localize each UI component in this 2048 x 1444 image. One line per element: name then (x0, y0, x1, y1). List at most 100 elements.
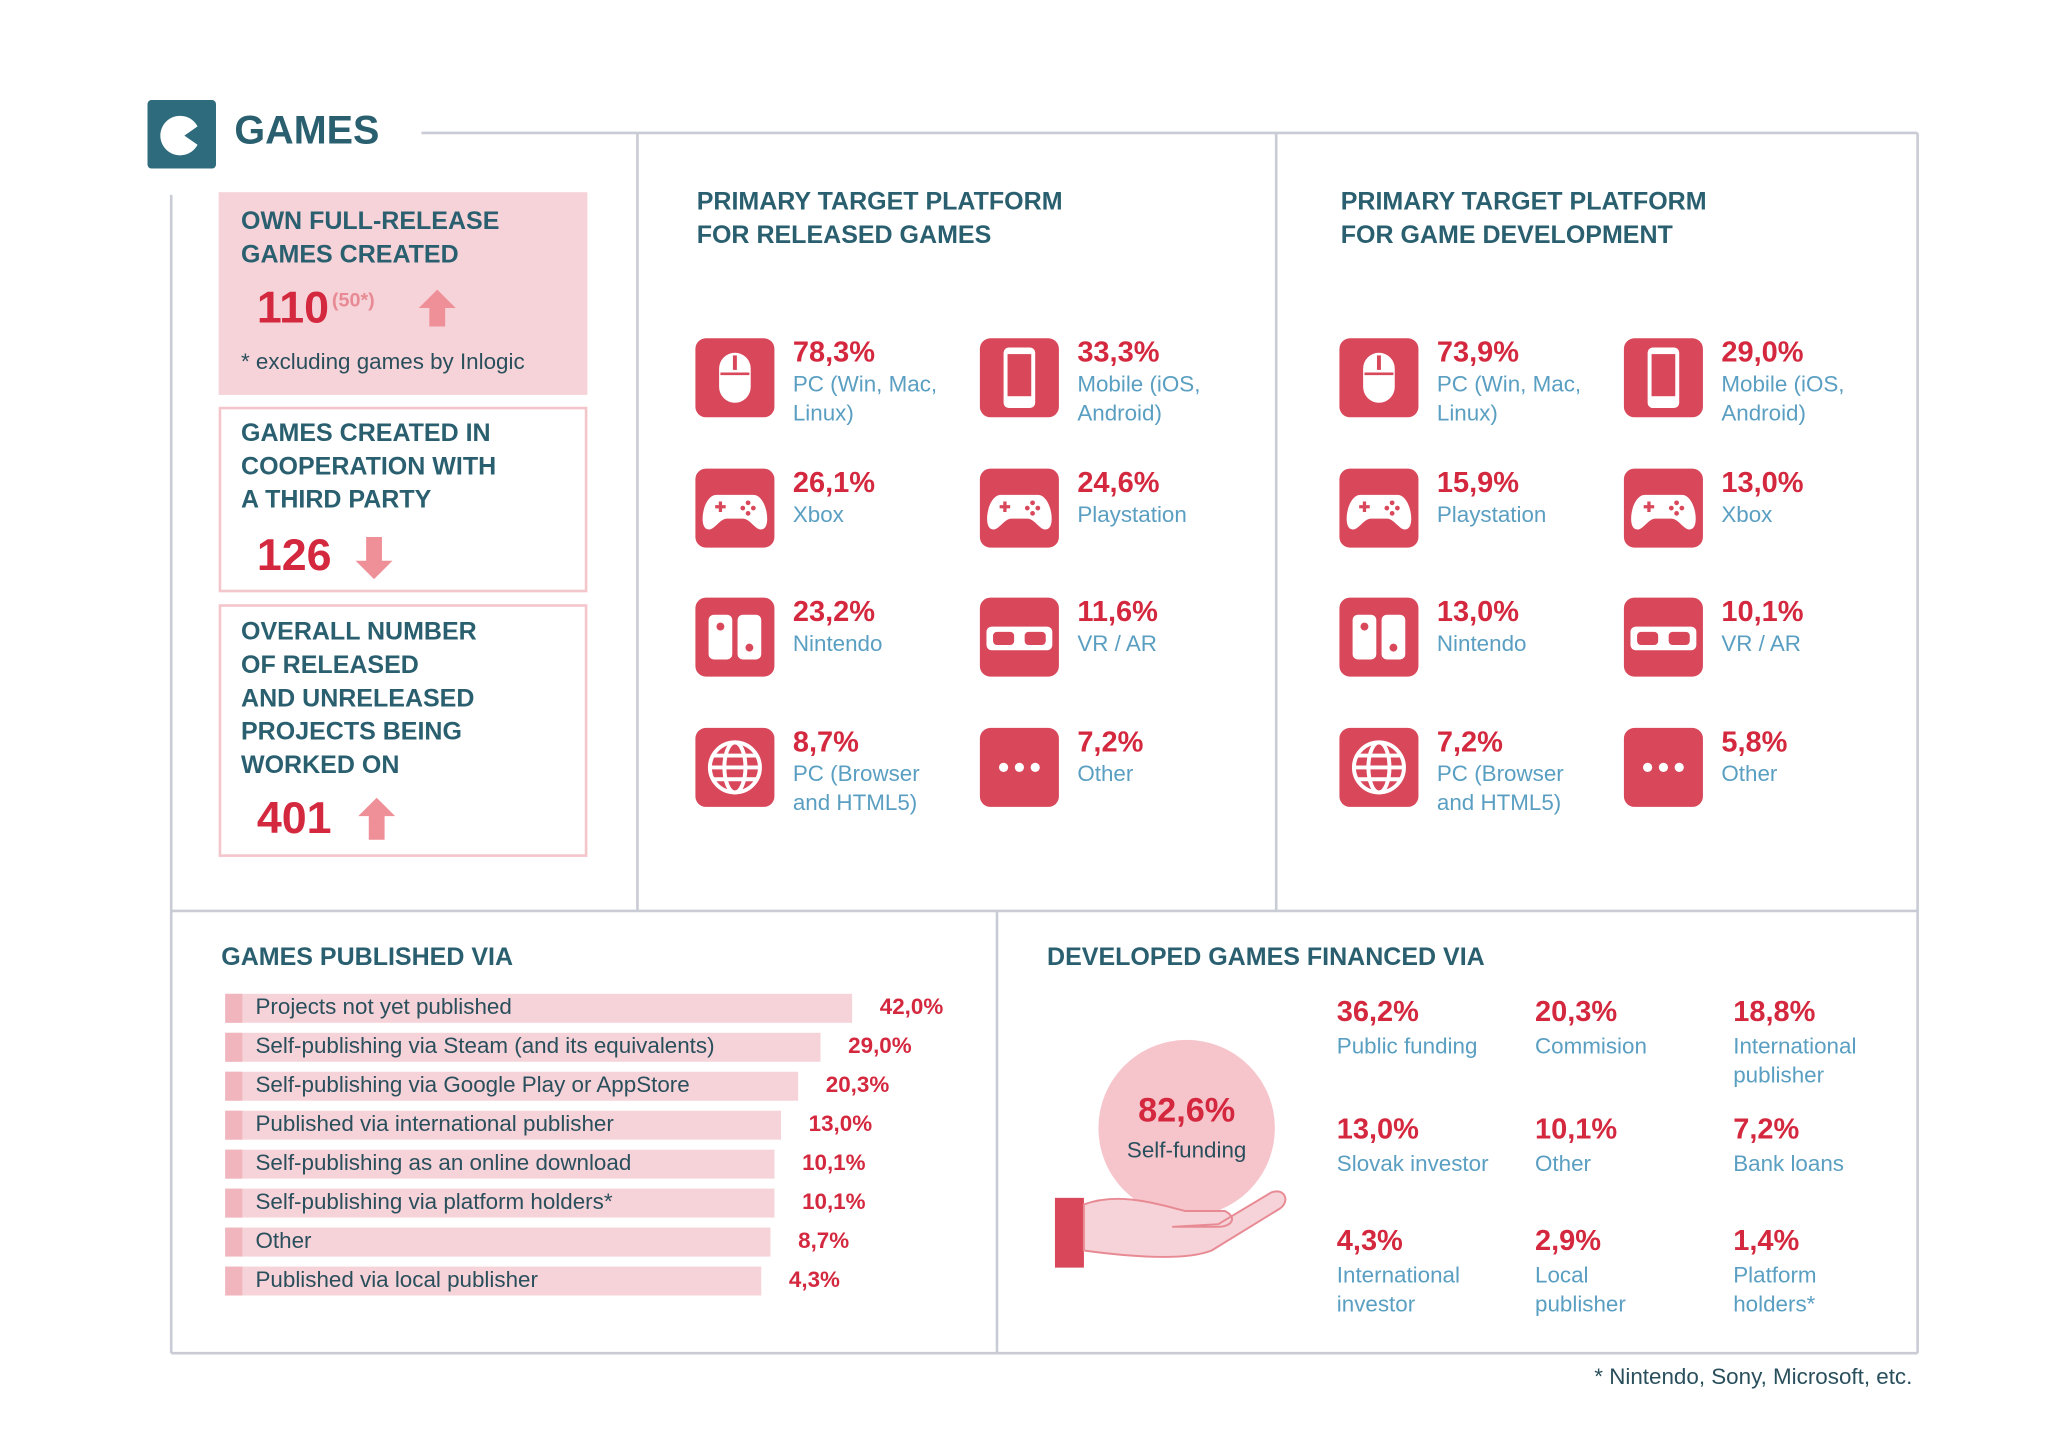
icon-part (1014, 762, 1024, 773)
publish-value: 29,0% (848, 1033, 912, 1058)
icon-part (993, 631, 1015, 645)
stat-box (218, 192, 588, 395)
icon-part (1024, 631, 1046, 645)
label-band (225, 1110, 782, 1140)
platform-label: PC (Browser (1437, 761, 1564, 786)
platform-label: Other (1721, 761, 1778, 786)
stat-box (218, 604, 588, 857)
platform-value: 11,6% (1077, 596, 1158, 628)
icon-part (702, 494, 768, 530)
platform-value: 73,9% (1437, 337, 1519, 369)
platform-label: Mobile (iOS, (1721, 372, 1844, 397)
icon-part (1363, 352, 1395, 403)
platform-value: 33,3% (1077, 337, 1159, 369)
platform-label: VR / AR (1077, 631, 1157, 656)
finance-value: 36,2% (1337, 996, 1419, 1028)
platform-label: VR / AR (1721, 631, 1801, 656)
icon-part (740, 505, 746, 511)
finance-label: investor (1337, 1292, 1416, 1317)
footnote: * Nintendo, Sony, Microsoft, etc. (1594, 1364, 1912, 1389)
platform-value: 13,0% (1721, 467, 1803, 499)
icon-part (1395, 505, 1400, 511)
section-title: DEVELOPED GAMES FINANCED VIA (1047, 943, 1485, 971)
platform-icon (1339, 727, 1419, 807)
label-band-tab (225, 1149, 243, 1179)
platform-label: Xbox (1721, 502, 1772, 527)
label-band (225, 1266, 762, 1296)
stat-note: * excluding games by Inlogic (241, 349, 525, 374)
icon-part (1030, 510, 1035, 516)
platform-label: Android) (1721, 401, 1806, 426)
publish-label: Other (256, 1228, 313, 1253)
label-band (225, 1032, 821, 1062)
platform-label: Playstation (1437, 502, 1546, 527)
frame (169, 131, 1919, 1355)
platform-label: Linux) (1437, 401, 1498, 426)
finance-label: Other (1535, 1151, 1592, 1176)
finance-label: Commision (1535, 1034, 1647, 1059)
stat-title: WORKED ON (241, 751, 399, 779)
publish-label: Published via local publisher (256, 1267, 539, 1292)
stat-title: OVERALL NUMBER (241, 618, 477, 646)
icon-part (1035, 505, 1041, 511)
platform-icon (1623, 338, 1703, 418)
finance-label: holders* (1733, 1292, 1815, 1317)
icon-part (998, 762, 1009, 773)
arrow-up (358, 797, 396, 840)
icon-part (1346, 494, 1412, 530)
label-band-tab (225, 1266, 243, 1296)
main-label: Self-funding (1127, 1138, 1246, 1163)
self-funding-circle (1098, 1039, 1275, 1217)
platform-value: 15,9% (1437, 467, 1519, 499)
stat-title: GAMES CREATED IN (241, 419, 491, 447)
label-band-tab (225, 1227, 243, 1257)
stat-value: 126 (257, 530, 332, 580)
platform-value: 26,1% (793, 467, 875, 499)
platform-label: PC (Browser (793, 761, 920, 786)
stat-title: OWN FULL-RELEASE (241, 207, 499, 235)
finance-label: publisher (1535, 1292, 1626, 1317)
finance-label: Local (1535, 1263, 1589, 1288)
icon-part (1007, 354, 1032, 397)
platform-label: Nintendo (1437, 631, 1527, 656)
icon-part (709, 753, 760, 782)
label-band-tab (225, 993, 243, 1023)
finance-label: Bank loans (1733, 1151, 1844, 1176)
icon-part (716, 622, 725, 631)
icon-part (1643, 762, 1653, 773)
finance-value: 4,3% (1337, 1225, 1403, 1257)
icon-part (1668, 631, 1690, 645)
icon-part (745, 510, 751, 516)
icon-part (1631, 494, 1696, 530)
stat-title: A THIRD PARTY (241, 486, 432, 514)
label-band-tab (225, 1188, 243, 1218)
stat-box (218, 406, 588, 593)
platform-icon (1339, 597, 1419, 677)
main-value: 82,6% (1138, 1091, 1235, 1129)
finance-label: Platform (1733, 1263, 1816, 1288)
arrow-up (418, 289, 456, 327)
platform-icon (695, 597, 775, 677)
label-band (225, 1188, 775, 1218)
publish-value: 8,7% (798, 1228, 849, 1253)
icon-part (1643, 501, 1655, 513)
finance-value: 10,1% (1535, 1113, 1617, 1145)
platform-label: Playstation (1077, 502, 1186, 527)
platform-icon (979, 338, 1059, 418)
hand (1082, 1190, 1287, 1258)
publish-value: 4,3% (789, 1267, 840, 1292)
hand-cuff (1054, 1197, 1084, 1268)
icon-part (987, 494, 1052, 530)
icon-part (1352, 614, 1377, 660)
logo-mark (160, 115, 198, 156)
icon-part (1389, 500, 1395, 506)
platform-label: Mobile (iOS, (1077, 372, 1200, 397)
icon-part (1674, 762, 1684, 773)
finance-label: Slovak investor (1337, 1151, 1489, 1176)
platform-label: Xbox (793, 502, 844, 527)
publish-value: 42,0% (880, 994, 944, 1019)
platform-icon (1339, 338, 1419, 418)
label-band (225, 993, 853, 1023)
icon-part (1389, 510, 1395, 516)
